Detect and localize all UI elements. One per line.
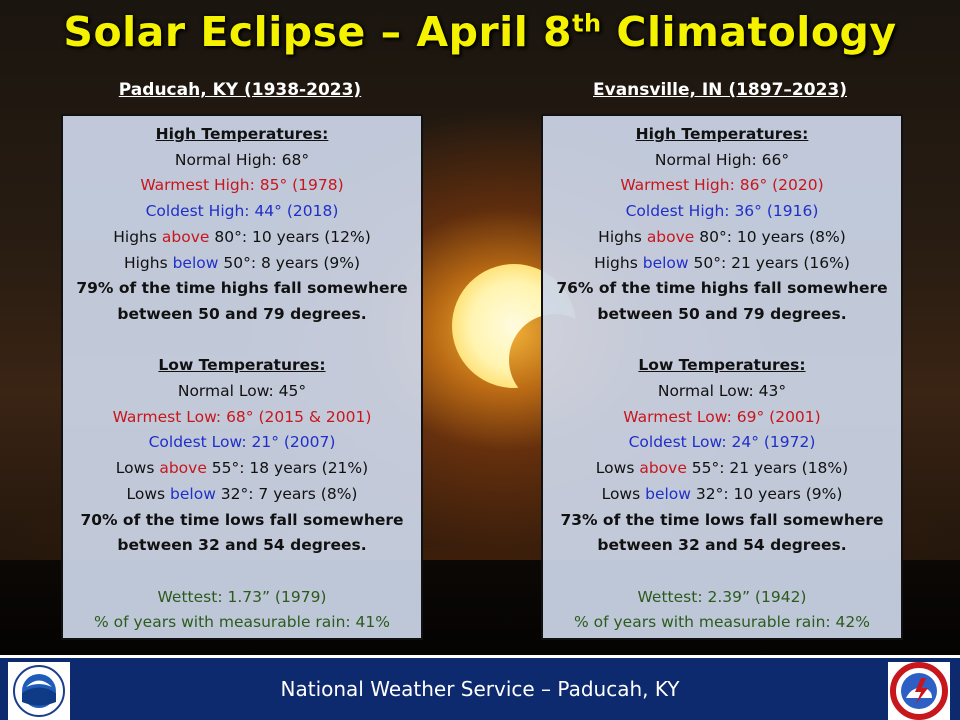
- coldest-low: Coldest Low: 21° (2007): [148, 433, 336, 452]
- page-title: Solar Eclipse – April 8th Climatology: [63, 8, 897, 56]
- lows-below: Lows below 32°: 10 years (9%): [601, 484, 843, 503]
- normal-high: Normal High: 66°: [654, 150, 790, 169]
- footer-bar: National Weather Service – Paducah, KY: [0, 655, 960, 720]
- low-temps-header: Low Temperatures:: [638, 356, 806, 375]
- coldest-high: Coldest High: 36° (1916): [625, 202, 819, 221]
- coldest-low: Coldest Low: 24° (1972): [628, 433, 816, 452]
- lows-below: Lows below 32°: 7 years (8%): [126, 484, 358, 503]
- nws-logo-icon: [888, 662, 950, 720]
- rain-percent: % of years with measurable rain: 41%: [93, 613, 391, 632]
- high-temps-header: High Temperatures:: [155, 125, 329, 143]
- normal-low: Normal Low: 43°: [657, 382, 787, 401]
- high-temps-header: High Temperatures:: [635, 125, 809, 143]
- coldest-high: Coldest High: 44° (2018): [145, 202, 339, 221]
- lows-above: Lows above 55°: 21 years (18%): [595, 459, 849, 478]
- high-summary-1: 79% of the time highs fall somewhere: [76, 279, 408, 298]
- footer-text: National Weather Service – Paducah, KY: [280, 677, 680, 701]
- right-location-heading: Evansville, IN (1897–2023): [593, 80, 847, 100]
- wettest: Wettest: 1.73” (1979): [157, 587, 327, 606]
- high-summary-1: 76% of the time highs fall somewhere: [556, 279, 888, 298]
- highs-above: Highs above 80°: 10 years (8%): [598, 227, 846, 246]
- warmest-low: Warmest Low: 68° (2015 & 2001): [112, 407, 372, 426]
- warmest-low: Warmest Low: 69° (2001): [623, 407, 821, 426]
- warmest-high: Warmest High: 85° (1978): [140, 176, 344, 195]
- lows-above: Lows above 55°: 18 years (21%): [115, 459, 369, 478]
- noaa-logo-icon: [8, 662, 70, 720]
- normal-high: Normal High: 68°: [174, 150, 310, 169]
- evansville-panel: High Temperatures: Normal High: 66° Warm…: [541, 114, 903, 640]
- highs-below: Highs below 50°: 21 years (16%): [594, 253, 850, 272]
- low-summary-1: 70% of the time lows fall somewhere: [80, 510, 404, 529]
- warmest-high: Warmest High: 86° (2020): [620, 176, 824, 195]
- low-summary-2: between 32 and 54 degrees.: [117, 536, 367, 555]
- highs-above: Highs above 80°: 10 years (12%): [113, 227, 371, 246]
- low-temps-header: Low Temperatures:: [158, 356, 326, 375]
- rain-percent: % of years with measurable rain: 42%: [573, 613, 871, 632]
- low-summary-1: 73% of the time lows fall somewhere: [560, 510, 884, 529]
- high-summary-2: between 50 and 79 degrees.: [117, 304, 367, 323]
- high-summary-2: between 50 and 79 degrees.: [597, 304, 847, 323]
- low-summary-2: between 32 and 54 degrees.: [597, 536, 847, 555]
- highs-below: Highs below 50°: 8 years (9%): [123, 253, 361, 272]
- paducah-panel: High Temperatures: Normal High: 68° Warm…: [61, 114, 423, 640]
- normal-low: Normal Low: 45°: [177, 382, 307, 401]
- wettest: Wettest: 2.39” (1942): [637, 587, 807, 606]
- left-location-heading: Paducah, KY (1938-2023): [118, 80, 362, 100]
